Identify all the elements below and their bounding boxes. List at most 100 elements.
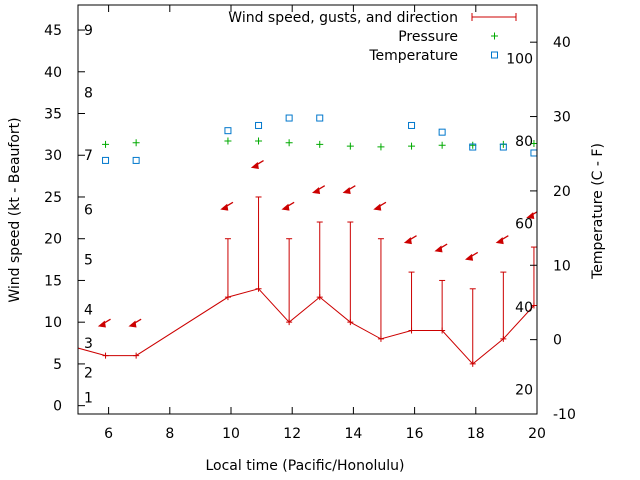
y-axis-title: Wind speed (kt - Beaufort) xyxy=(7,117,23,302)
y-tick-label: 35 xyxy=(44,107,62,123)
wind-arrow-head xyxy=(97,320,106,328)
x-tick-label: 18 xyxy=(467,426,485,442)
beaufort-label: 8 xyxy=(84,86,93,102)
pressure-point xyxy=(530,140,537,148)
beaufort-label: 6 xyxy=(84,203,93,219)
y2-axis-title: Temperature (C - F) xyxy=(590,143,606,280)
temperature-point xyxy=(255,121,263,129)
beaufort-label: 3 xyxy=(84,336,93,352)
wind-direction-arrow xyxy=(97,318,111,328)
legend-label-wind: Wind speed, gusts, and direction xyxy=(228,10,458,26)
fahrenheit-label: 100 xyxy=(506,52,533,68)
pressure-point xyxy=(438,141,446,149)
wind-arrow-head xyxy=(312,187,321,194)
x-tick-label: 8 xyxy=(165,426,174,442)
y-tick-label: 30 xyxy=(44,148,62,164)
y2-tick-label: 40 xyxy=(553,35,571,51)
x-tick-label: 6 xyxy=(104,426,113,442)
wind-direction-arrow xyxy=(128,318,142,328)
axes: 6 8 10 12 14 16 18 20051015202530354045-1001020… xyxy=(44,5,576,442)
pressure-point xyxy=(285,139,293,147)
pressure-point xyxy=(346,142,354,150)
fahrenheit-label: 80 xyxy=(515,134,533,150)
legend: Wind speed, gusts, and direction Pressur… xyxy=(228,10,458,64)
pressure-point xyxy=(408,142,416,150)
wind-speed-point xyxy=(255,285,262,292)
wind-speed-point xyxy=(408,327,415,334)
x-tick-label: 16 xyxy=(406,426,424,442)
wind-arrow-head xyxy=(281,203,290,211)
legend-symbols xyxy=(471,13,517,59)
legend-label-temperature: Temperature xyxy=(368,48,458,64)
y2-tick-label: 30 xyxy=(553,110,571,126)
wind-direction-arrow xyxy=(220,201,234,211)
wind-direction-arrow xyxy=(281,201,295,211)
temperature-point xyxy=(316,114,324,122)
pressure-point xyxy=(255,137,263,145)
y-tick-label: 10 xyxy=(44,315,62,331)
x-tick-label: 12 xyxy=(283,426,301,442)
pressure-point xyxy=(132,139,140,147)
y2-tick-label: 0 xyxy=(553,333,562,349)
y-tick-label: 40 xyxy=(44,65,62,81)
wind-arrow-head xyxy=(250,162,259,169)
pressure-point xyxy=(469,141,477,149)
y2-tick-label: 10 xyxy=(553,258,571,274)
wind-arrow-head xyxy=(465,253,474,261)
wind-speed-point xyxy=(500,335,507,342)
wind-arrow-head xyxy=(526,212,535,220)
y-tick-label: 0 xyxy=(53,399,62,415)
beaufort-label: 5 xyxy=(84,253,93,269)
temperature-point xyxy=(102,156,110,164)
wind-arrow-head xyxy=(434,245,443,253)
plot-frame xyxy=(77,4,538,415)
wind-speed-point xyxy=(102,352,109,359)
wind-arrow-head xyxy=(373,203,382,211)
y-tick-label: 5 xyxy=(53,357,62,373)
wind-speed-point xyxy=(286,319,293,326)
beaufort-label: 2 xyxy=(84,365,93,381)
wind-direction-arrow xyxy=(373,201,387,211)
wind-direction-arrow xyxy=(342,185,356,194)
wind-speed-line xyxy=(78,288,535,365)
wind-speed-point xyxy=(530,302,537,309)
temperature-point xyxy=(438,128,446,136)
wind-direction-arrow xyxy=(434,243,448,253)
wind-direction-arrow xyxy=(312,185,326,194)
x-tick-label: 20 xyxy=(528,426,546,442)
x-tick-label: 14 xyxy=(344,426,362,442)
beaufort-label: 9 xyxy=(84,23,93,39)
wind-speed-point xyxy=(72,344,78,350)
y2-tick-label: -10 xyxy=(553,407,576,423)
beaufort-label: 1 xyxy=(84,390,93,406)
x-axis-title: Local time (Pacific/Honolulu) xyxy=(205,458,404,474)
beaufort-label: 7 xyxy=(84,148,93,164)
wind-direction-arrow xyxy=(465,251,479,261)
wind-speed-point xyxy=(469,360,476,367)
wind-speed-point xyxy=(439,327,446,334)
wind-direction-arrow xyxy=(526,211,537,220)
wind-speed-point xyxy=(377,335,384,342)
wind-arrow-head xyxy=(403,237,412,245)
temperature-point xyxy=(499,143,507,151)
plot-area xyxy=(72,114,537,367)
temperature-point xyxy=(285,114,293,122)
legend-swatch-pressure xyxy=(491,32,498,40)
temperature-point xyxy=(469,143,477,151)
wind-speed-point xyxy=(347,319,354,326)
legend-swatch-temperature xyxy=(491,51,498,59)
wind-direction-arrow xyxy=(250,160,264,169)
fahrenheit-label: 60 xyxy=(515,217,533,233)
y-tick-label: 20 xyxy=(44,232,62,248)
temperature-point xyxy=(408,121,416,129)
x-tick-label: 10 xyxy=(222,426,240,442)
temperature-point xyxy=(132,156,140,164)
wind-arrow-head xyxy=(220,203,229,211)
wind-arrow-head xyxy=(495,237,504,245)
wind-direction-arrow xyxy=(403,235,417,245)
temperature-point xyxy=(224,127,232,135)
temperature-point xyxy=(530,149,537,157)
y-tick-label: 45 xyxy=(44,23,62,39)
y-tick-label: 25 xyxy=(44,190,62,206)
